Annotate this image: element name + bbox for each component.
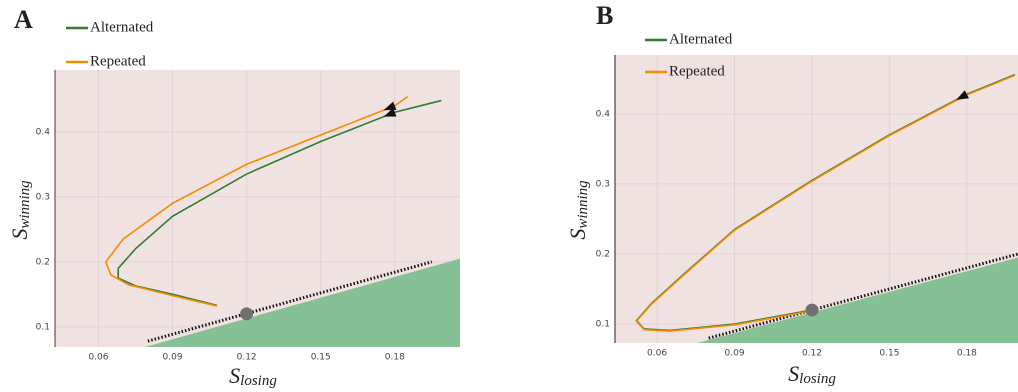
equilibrium-point — [240, 307, 254, 321]
trajectory-line — [635, 74, 1016, 332]
x-tick-label: 0.06 — [647, 349, 667, 359]
x-tick-label: 0.12 — [802, 349, 822, 359]
x-tick-label: 0.15 — [879, 349, 899, 359]
direction-arrow — [956, 90, 969, 100]
y-tick-label: 0.3 — [596, 179, 610, 189]
panel-label: B — [596, 1, 613, 30]
direction-arrow — [383, 108, 397, 117]
panel-plot — [55, 70, 460, 347]
y-tick-label: 0.1 — [596, 320, 610, 330]
y-tick-label: 0.4 — [36, 127, 51, 137]
x-tick-label: 0.12 — [237, 353, 257, 363]
panel-label: A — [14, 5, 33, 34]
x-tick-label: 0.06 — [88, 353, 108, 363]
boundary-line — [708, 252, 1018, 340]
boundary-line — [147, 260, 433, 343]
equilibrium-point — [805, 303, 819, 317]
direction-arrow — [383, 101, 397, 111]
feasible-region — [697, 257, 1018, 343]
y-tick-label: 0.2 — [36, 257, 50, 267]
x-tick-label: 0.18 — [385, 353, 405, 363]
legend-label: Repeated — [669, 63, 725, 79]
x-axis-label-sub: losing — [240, 373, 277, 389]
x-tick-label: 0.09 — [163, 353, 183, 363]
y-axis-label-main: S — [7, 229, 32, 240]
trajectory-line — [104, 96, 409, 307]
y-axis-label: Swinning — [7, 180, 33, 240]
x-tick-label: 0.09 — [725, 349, 745, 359]
x-tick-label: 0.18 — [957, 349, 977, 359]
y-axis-label-sub: winning — [575, 180, 591, 229]
x-axis-label-sub: losing — [799, 371, 836, 387]
legend-label: Alternated — [90, 19, 154, 35]
x-axis-label: Slosing — [788, 361, 836, 387]
y-axis-label: Swinning — [565, 180, 591, 240]
x-axis-label-main: S — [788, 361, 799, 386]
x-axis-label-main: S — [229, 363, 240, 388]
y-axis-label-main: S — [565, 229, 590, 240]
y-axis-label-sub: winning — [17, 180, 33, 229]
x-axis-label: Slosing — [229, 363, 277, 389]
y-tick-label: 0.4 — [596, 109, 611, 119]
y-tick-label: 0.2 — [596, 250, 610, 260]
y-tick-label: 0.1 — [36, 322, 50, 332]
y-tick-label: 0.3 — [36, 192, 50, 202]
legend-label: Repeated — [90, 53, 146, 69]
x-tick-label: 0.15 — [311, 353, 331, 363]
feasible-region — [144, 258, 460, 347]
panel-plot — [615, 55, 1018, 343]
legend-label: Alternated — [669, 31, 733, 47]
